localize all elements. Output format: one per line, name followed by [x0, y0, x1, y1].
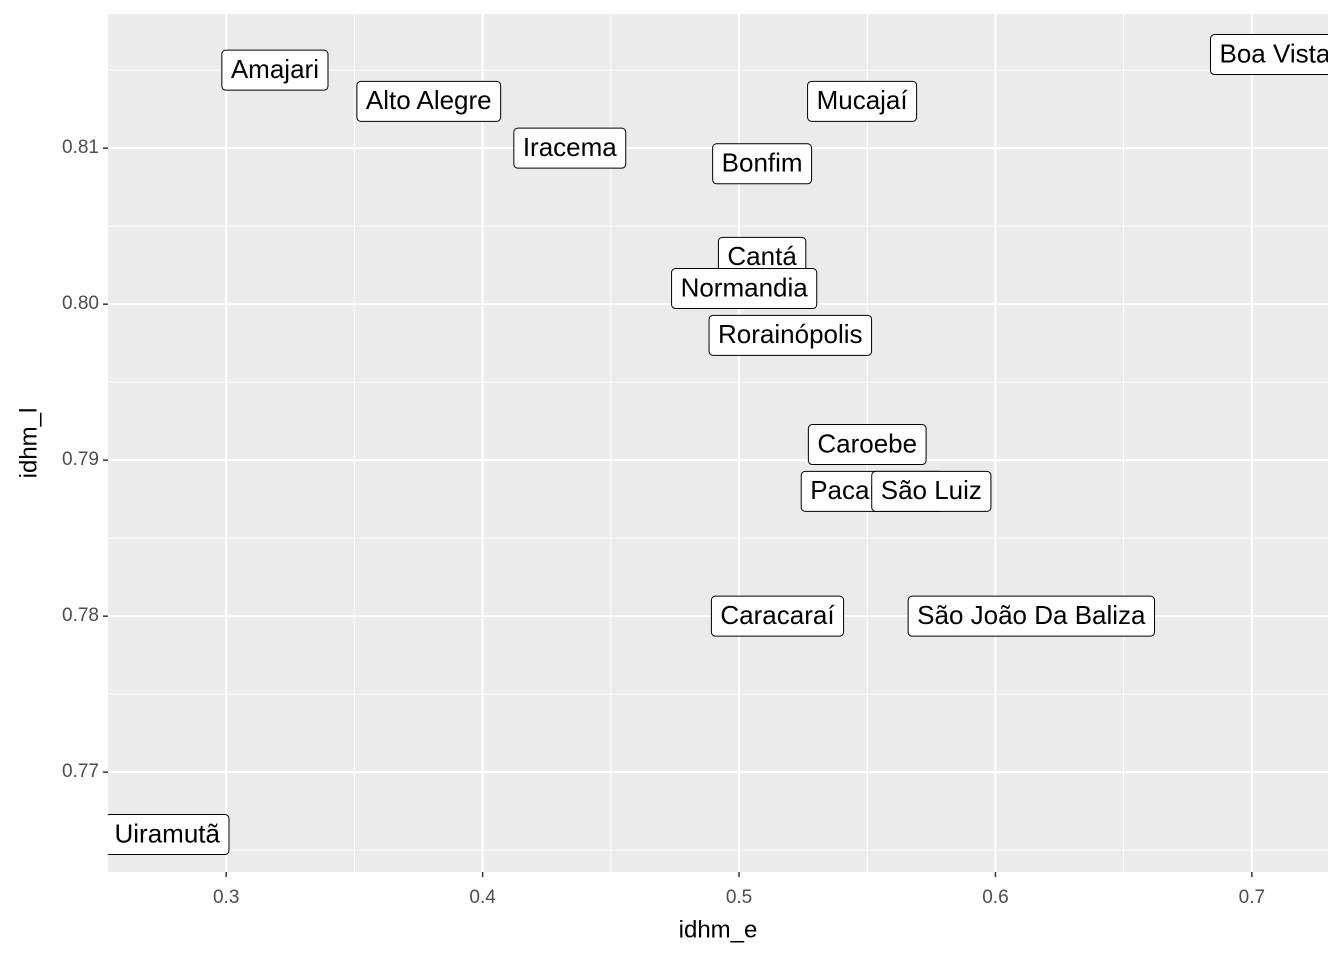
point-label-text: Rorainópolis	[718, 319, 863, 349]
x-tick-label: 0.5	[726, 887, 752, 908]
label-box	[907, 595, 1156, 637]
label-box	[1210, 34, 1328, 76]
point-label: Caroebe	[807, 424, 927, 466]
point-label: São João Da Baliza	[907, 595, 1156, 637]
label-box	[807, 80, 918, 122]
x-tick-label: 0.7	[1239, 887, 1265, 908]
y-tick-label: 0.81	[62, 137, 99, 158]
panel	[108, 14, 1328, 872]
point-label-text: Boa Vista	[1220, 38, 1331, 68]
point-label-text: Amajari	[231, 54, 319, 84]
point-label: Uiramutã	[108, 814, 230, 856]
label-box	[671, 268, 818, 310]
labels-layer: Amajari Alto Alegre Iracema Bonfim Mucajaí Bo…	[108, 34, 1331, 856]
point-label: Boa Vista	[1210, 34, 1331, 76]
label-box	[712, 143, 813, 185]
x-tick-label: 0.4	[469, 887, 496, 908]
point-label-text: Caracaraí	[720, 600, 835, 630]
label-box	[871, 470, 992, 512]
point-label: Bonfim	[712, 143, 813, 185]
point-label-text: Normandia	[681, 272, 809, 302]
point-label-text: São João Da Baliza	[917, 600, 1146, 630]
point-label: Mucajaí	[807, 80, 918, 122]
label-box	[807, 424, 927, 466]
point-label: São Luiz	[871, 470, 992, 512]
point-label-text: Caroebe	[817, 428, 917, 458]
y-tick-label: 0.79	[62, 449, 99, 470]
label-box	[513, 127, 627, 169]
point-label: Caracaraí	[710, 595, 845, 637]
y-tick-label: 0.77	[62, 761, 99, 782]
point-label-text: Bonfim	[722, 148, 803, 178]
x-tick-label: 0.3	[213, 887, 239, 908]
label-box	[108, 814, 230, 856]
y-axis-title: idhm_l	[15, 408, 42, 479]
point-label-text: Mucajaí	[817, 85, 909, 115]
label-box	[221, 49, 329, 91]
point-label-text: Iracema	[523, 132, 617, 162]
point-label-text: São Luiz	[881, 475, 982, 505]
point-label: Cantá	[717, 236, 807, 278]
y-tick-label: 0.80	[62, 293, 99, 314]
y-tick-label: 0.78	[62, 605, 99, 626]
point-label: Alto Alegre	[356, 80, 502, 122]
x-axis-title: idhm_e	[679, 916, 758, 943]
label-box	[710, 595, 845, 637]
point-label: Amajari	[221, 49, 329, 91]
label-box	[708, 314, 873, 356]
point-label-text: Alto Alegre	[366, 85, 492, 115]
point-label-text: Cantá	[727, 241, 797, 271]
point-label: Iracema	[513, 127, 627, 169]
point-label-text: Uiramutã	[114, 818, 220, 848]
point-label: Normandia	[671, 268, 818, 310]
point-label: Rorainópolis	[708, 314, 873, 356]
label-box	[356, 80, 502, 122]
x-tick-label: 0.6	[982, 887, 1008, 908]
